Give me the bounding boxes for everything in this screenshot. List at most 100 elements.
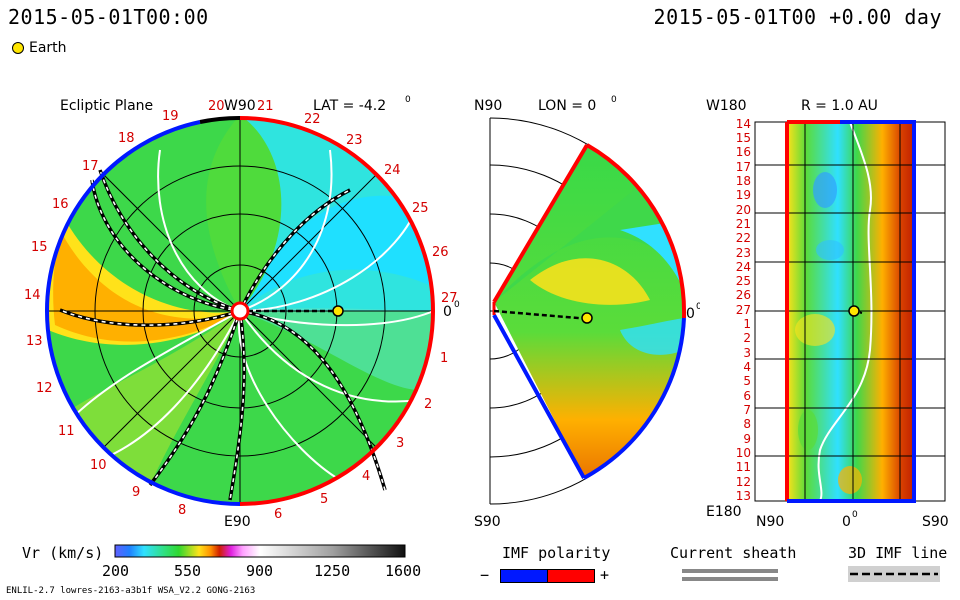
imf-line-swatch xyxy=(848,566,940,582)
rad-carr-13: 13 xyxy=(736,489,751,503)
colorbar-tick-1600: 1600 xyxy=(385,562,422,580)
ecliptic-lat-label: LAT = -4.2 xyxy=(313,98,386,114)
carr-label-9: 9 xyxy=(132,485,140,500)
meridional-plane-panel: N90 LON = 0 0 0 0 S90 xyxy=(474,95,700,530)
rad-carr-12: 12 xyxy=(736,475,751,489)
carr-label-8: 8 xyxy=(178,503,186,518)
colorbar-tick-1250: 1250 xyxy=(314,562,351,580)
carr-label-11: 11 xyxy=(58,424,75,439)
rad-carr-4: 4 xyxy=(743,360,751,374)
ecliptic-e90-label: E90 xyxy=(224,514,251,530)
rad-carr-21: 21 xyxy=(736,217,751,231)
radial-w180-label: W180 xyxy=(706,98,747,114)
rad-carr-8: 8 xyxy=(743,417,751,431)
carr-label-4: 4 xyxy=(362,469,370,484)
radial-e180-label: E180 xyxy=(706,504,742,520)
ecliptic-lat-deg: 0 xyxy=(405,95,411,105)
rad-carr-18: 18 xyxy=(736,174,751,188)
meridional-lon-label: LON = 0 xyxy=(538,98,596,114)
meridional-lon-deg: 0 xyxy=(611,95,617,105)
carr-label-18: 18 xyxy=(118,131,135,146)
carr-label-21: 21 xyxy=(257,99,274,114)
rad-carr-24: 24 xyxy=(736,260,751,274)
carr-label-15: 15 xyxy=(31,240,48,255)
ecliptic-title: Ecliptic Plane xyxy=(60,98,153,114)
carr-label-22: 22 xyxy=(304,112,321,127)
carr-label-26: 26 xyxy=(432,245,449,260)
rad-carr-10: 10 xyxy=(736,446,751,460)
carr-label-14: 14 xyxy=(24,288,41,303)
carr-label-3: 3 xyxy=(396,436,404,451)
colorbar-tick-900: 900 xyxy=(246,562,274,580)
rad-carr-9: 9 xyxy=(743,432,751,446)
ecliptic-carrington-labels: 1 2 3 4 5 6 8 9 10 11 12 13 14 15 16 17 … xyxy=(24,99,458,522)
ecliptic-zero-deg: 0 xyxy=(454,300,460,310)
meridional-zero-label: 0 xyxy=(686,306,695,322)
carr-label-12: 12 xyxy=(36,381,53,396)
carr-label-10: 10 xyxy=(90,458,107,473)
current-sheath-line-2 xyxy=(682,577,778,581)
rad-carr-17: 17 xyxy=(736,160,751,174)
rad-carr-2: 2 xyxy=(743,331,751,345)
carr-label-16: 16 xyxy=(52,197,69,212)
model-version-footer: ENLIL-2.7 lowres-2163-a3b1f WSA_V2.2 GON… xyxy=(6,586,256,596)
rad-carr-5: 5 xyxy=(743,374,751,388)
rad-carr-15: 15 xyxy=(736,131,751,145)
rad-carr-14: 14 xyxy=(736,117,751,131)
meridional-s90-label: S90 xyxy=(474,514,501,530)
meridional-zero-deg: 0 xyxy=(696,302,700,312)
carr-label-5: 5 xyxy=(320,492,328,507)
rad-carr-20: 20 xyxy=(736,203,751,217)
earth-marker-icon xyxy=(332,305,344,317)
carr-label-27: 27 xyxy=(441,291,458,306)
rad-carr-26: 26 xyxy=(736,288,751,302)
carr-label-23: 23 xyxy=(346,133,363,148)
radial-zero-label: 0 xyxy=(842,514,851,530)
rad-carr-23: 23 xyxy=(736,246,751,260)
colorbar-tick-550: 550 xyxy=(174,562,202,580)
ecliptic-plane-panel: Ecliptic Plane W90 LAT = -4.2 0 0 0 E90 … xyxy=(24,95,460,530)
polarity-minus-label: − xyxy=(480,566,490,584)
rad-carr-22: 22 xyxy=(736,231,751,245)
rad-carr-6: 6 xyxy=(743,389,751,403)
ecliptic-zero-label: 0 xyxy=(443,304,452,320)
radial-zero-deg: 0 xyxy=(852,510,858,520)
radial-carrington-labels: 14 15 16 17 18 19 20 21 22 23 24 25 26 2… xyxy=(736,117,751,503)
carr-label-2: 2 xyxy=(424,397,432,412)
rad-carr-19: 19 xyxy=(736,188,751,202)
rad-carr-16: 16 xyxy=(736,145,751,159)
rad-carr-11: 11 xyxy=(736,460,751,474)
rad-carr-1: 1 xyxy=(743,317,751,331)
polarity-plus-label: + xyxy=(600,566,610,584)
carr-label-25: 25 xyxy=(412,201,429,216)
radial-r-label: R = 1.0 AU xyxy=(801,98,878,114)
earth-marker-icon xyxy=(848,305,860,317)
radial-s90-label: S90 xyxy=(922,514,949,530)
rad-carr-3: 3 xyxy=(743,346,751,360)
current-sheath-line-1 xyxy=(682,569,778,573)
colorbar-tick-200: 200 xyxy=(102,562,130,580)
carr-label-6: 6 xyxy=(274,507,282,522)
imf-polarity-label: IMF polarity xyxy=(502,544,611,562)
ecliptic-w90-label: W90 xyxy=(224,98,256,114)
polarity-positive-swatch xyxy=(547,569,595,583)
radial-n90-label: N90 xyxy=(756,514,784,530)
radial-surface-panel: W180 R = 1.0 AU E180 N90 0 0 S90 14 15 1… xyxy=(706,98,949,530)
earth-marker-icon xyxy=(581,312,593,324)
rad-carr-7: 7 xyxy=(743,403,751,417)
carr-label-24: 24 xyxy=(384,163,401,178)
imf-line-label: 3D IMF line xyxy=(848,544,948,562)
carr-label-1: 1 xyxy=(440,351,448,366)
carr-label-19: 19 xyxy=(162,109,179,124)
carr-label-20: 20 xyxy=(208,99,225,114)
polarity-negative-swatch xyxy=(500,569,548,583)
earth-legend-label: Earth xyxy=(29,40,67,56)
rad-carr-25: 25 xyxy=(736,274,751,288)
sim-time-offset-label: 2015-05-01T00 +0.00 day xyxy=(653,5,942,29)
earth-marker-icon xyxy=(12,42,24,54)
meridional-n90-label: N90 xyxy=(474,98,502,114)
carr-label-17: 17 xyxy=(82,159,99,174)
rad-carr-27: 27 xyxy=(736,303,751,317)
velocity-colorbar xyxy=(114,544,406,558)
colorbar-label: Vr (km/s) xyxy=(22,544,104,562)
